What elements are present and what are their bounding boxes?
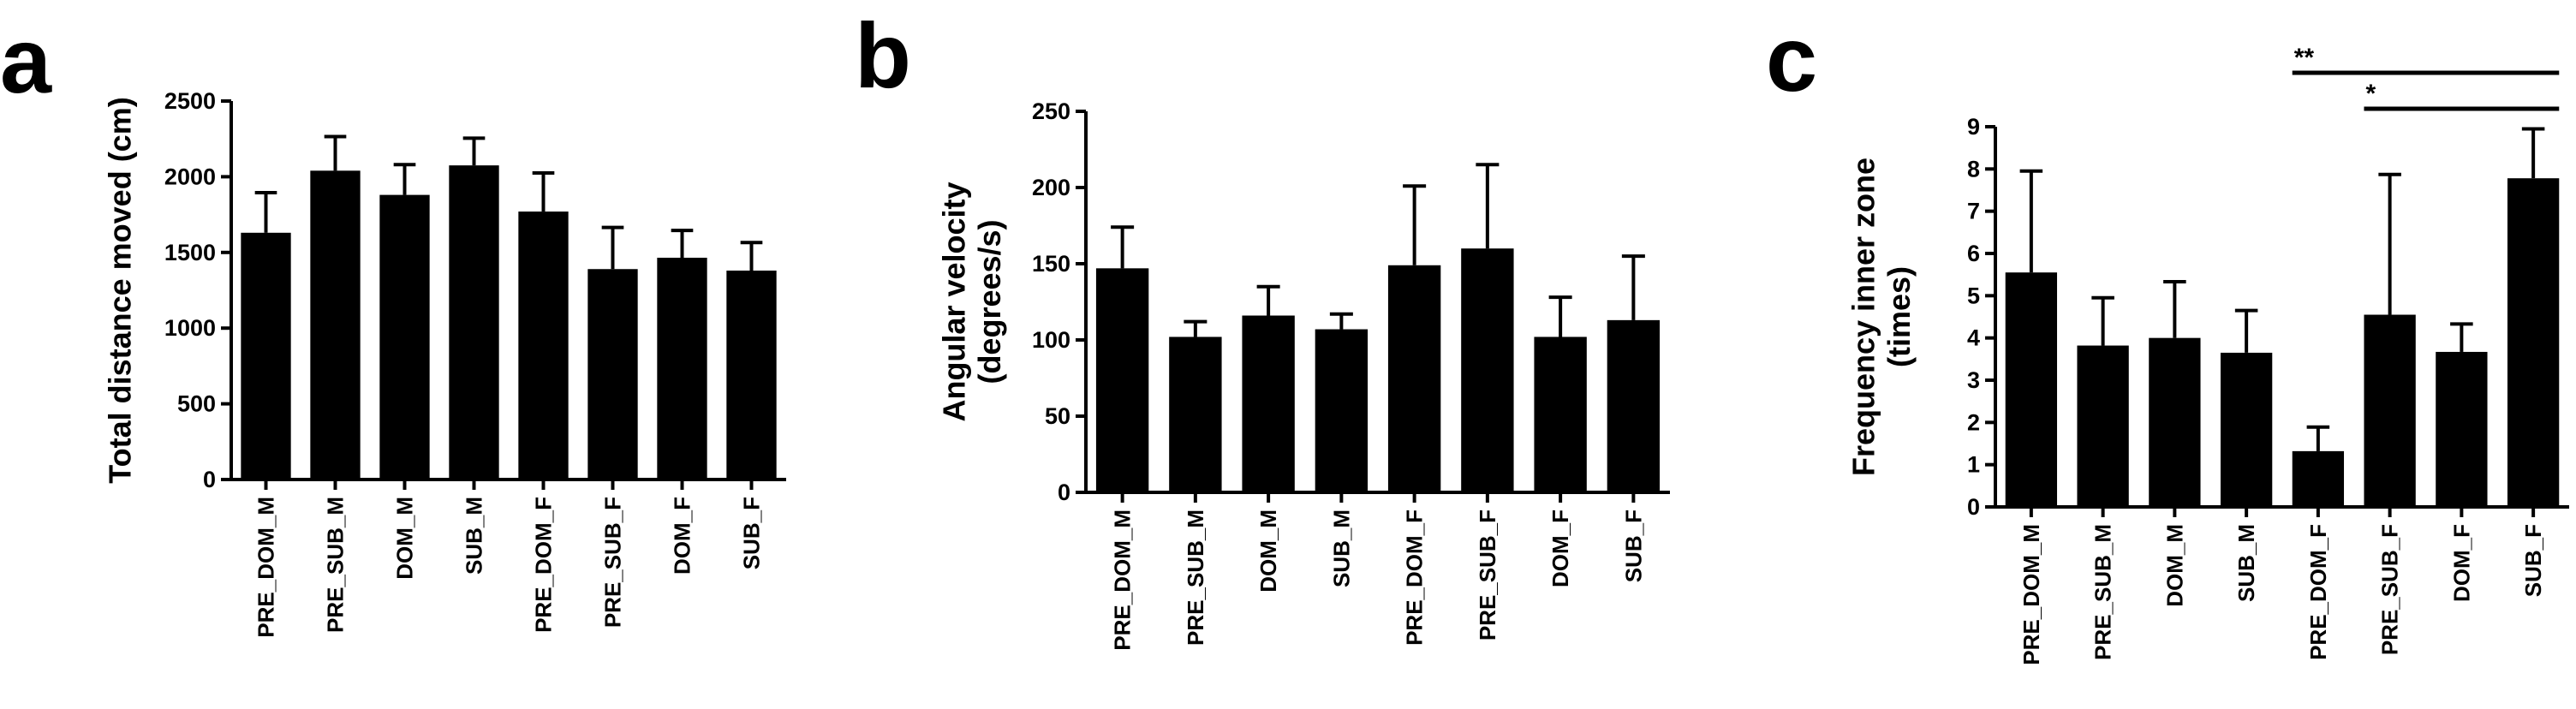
bar-SUB_F [2507,178,2560,508]
category-label-PRE_SUB_F: PRE_SUB_F [600,497,626,628]
y-axis-title-line: (times) [1881,266,1917,367]
y-tick-label: 3 [1967,367,1980,393]
panel-letter: a [0,9,52,112]
bar-DOM_F [657,257,707,480]
category-label-SUB_F: SUB_F [739,497,765,569]
y-tick-label: 1500 [164,240,216,265]
category-label-SUB_M: SUB_M [1328,509,1354,587]
category-label-SUB_F: SUB_F [1620,509,1646,582]
bar-PRE_SUB_F [587,269,638,480]
y-tick-label: 50 [1045,403,1070,429]
y-tick-label: 0 [203,467,216,492]
y-tick-label: 5 [1967,283,1980,308]
y-tick-label: 500 [177,391,216,417]
category-label-DOM_F: DOM_F [670,497,695,575]
category-label-PRE_DOM_F: PRE_DOM_F [531,497,557,633]
bar-PRE_SUB_M [310,170,361,480]
category-label-PRE_DOM_F: PRE_DOM_F [2305,524,2331,660]
category-label-SUB_M: SUB_M [2233,524,2259,602]
category-label-PRE_SUB_F: PRE_SUB_F [2377,524,2403,655]
category-label-DOM_M: DOM_M [2162,524,2187,607]
chart-panel-a: a Total distance moved (cm) 0 500 1000 1500 20… [0,9,786,638]
bar-PRE_DOM_M [1095,268,1149,492]
bar-SUB_F [726,271,777,480]
y-axis-title: Total distance moved (cm) [103,97,138,483]
y-tick-label: 2000 [164,164,216,189]
bar-DOM_M [2149,337,2201,507]
y-tick-label: 200 [1032,175,1070,200]
y-tick-label: 1 [1967,452,1980,478]
y-tick-label: 9 [1967,114,1980,140]
y-tick-label: 2500 [164,88,216,114]
bar-PRE_DOM_M [241,232,291,480]
chart-panel-c: c Frequency inner zone(times) 0 1 2 3 4 5 6 7 8 9 PR… [1766,7,2569,665]
y-axis-title-line: Frequency inner zone [1846,158,1881,476]
bar-DOM_M [379,194,430,480]
bar-SUB_M [449,165,499,480]
y-tick-label: 0 [1967,494,1980,520]
bar-PRE_DOM_F [518,212,569,480]
category-label-SUB_M: SUB_M [462,497,487,575]
category-label-PRE_DOM_M: PRE_DOM_M [1110,509,1136,651]
y-tick-label: 7 [1967,199,1980,224]
category-label-PRE_DOM_M: PRE_DOM_M [2018,524,2044,665]
category-label-SUB_F: SUB_F [2520,524,2546,597]
y-tick-label: 4 [1967,325,1980,351]
category-label-PRE_DOM_M: PRE_DOM_M [253,497,279,638]
bar-PRE_SUB_F [1461,248,1514,492]
category-label-PRE_DOM_F: PRE_DOM_F [1402,509,1428,646]
y-axis-title-line: Total distance moved (cm) [103,97,138,483]
y-tick-label: 250 [1032,98,1070,124]
y-axis-title-line: Angular velocity [936,182,971,421]
y-tick-label: 1000 [164,315,216,341]
y-tick-label: 8 [1967,156,1980,182]
bar-SUB_M [1315,329,1368,492]
bar-PRE_SUB_M [2077,345,2129,507]
category-label-PRE_SUB_M: PRE_SUB_M [2090,524,2116,660]
y-axis-title: Frequency inner zone(times) [1846,158,1916,476]
category-label-PRE_SUB_M: PRE_SUB_M [1183,509,1208,646]
bar-PRE_DOM_F [2292,450,2345,507]
y-tick-label: 0 [1058,480,1070,505]
bar-SUB_M [2220,352,2273,507]
bar-PRE_DOM_M [2005,272,2058,507]
category-label-DOM_M: DOM_M [392,497,418,580]
panel-letter: b [855,3,911,107]
chart-panel-b: b Angular velocity(degrees/s) 0 50 100 150 200… [855,3,1670,651]
bar-PRE_SUB_F [2364,314,2416,507]
category-label-DOM_M: DOM_M [1255,509,1281,593]
y-tick-label: 100 [1032,327,1070,353]
y-tick-label: 150 [1032,251,1070,277]
bar-PRE_DOM_F [1387,265,1441,492]
panel-letter: c [1766,7,1817,110]
category-label-PRE_SUB_F: PRE_SUB_F [1475,509,1500,640]
bar-DOM_F [1534,337,1587,492]
y-tick-label: 2 [1967,409,1980,435]
significance-label: ** [2294,44,2315,72]
category-label-DOM_F: DOM_F [1547,509,1573,587]
category-label-PRE_SUB_M: PRE_SUB_M [323,497,349,633]
bar-DOM_M [1242,315,1295,492]
bar-DOM_F [2436,351,2488,507]
bar-SUB_F [1607,319,1661,492]
y-tick-label: 6 [1967,241,1980,266]
significance-label: * [2365,80,2376,108]
y-axis-title-line: (degrees/s) [972,219,1007,384]
bar-PRE_SUB_M [1169,337,1222,492]
y-axis-title: Angular velocity(degrees/s) [936,182,1006,421]
category-label-DOM_F: DOM_F [2448,524,2474,602]
